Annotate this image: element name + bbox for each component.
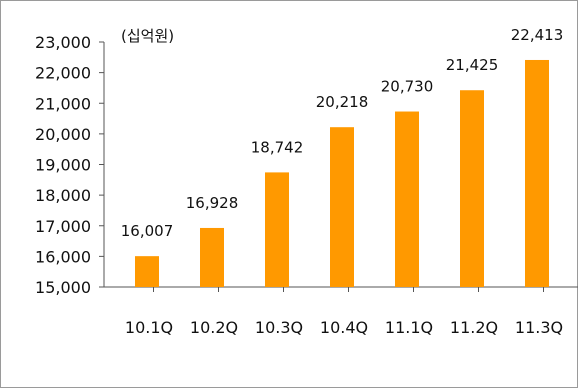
unit-label: (십억원) bbox=[121, 27, 174, 45]
bar-11.1Q bbox=[395, 111, 419, 287]
bar-11.3Q bbox=[525, 59, 549, 288]
y-tick-label: 22,000 bbox=[35, 64, 91, 83]
value-label: 22,413 bbox=[511, 26, 564, 44]
y-tick-label: 19,000 bbox=[35, 156, 91, 175]
category-label: 10.2Q bbox=[190, 318, 238, 337]
value-label: 20,730 bbox=[381, 78, 434, 96]
y-tick-label: 16,000 bbox=[35, 247, 91, 266]
y-tick-label: 18,000 bbox=[35, 186, 91, 205]
value-labels: 16,007 16,928 18,742 20,218 20,730 21,425 22,4… bbox=[121, 26, 564, 240]
category-label: 11.2Q bbox=[450, 318, 498, 337]
bar-10.2Q bbox=[200, 227, 224, 287]
category-label: 11.3Q bbox=[515, 318, 563, 337]
y-tick-label: 23,000 bbox=[35, 33, 91, 52]
category-label: 10.1Q bbox=[125, 318, 173, 337]
category-label: 10.4Q bbox=[320, 318, 368, 337]
category-label: 10.3Q bbox=[255, 318, 303, 337]
y-tick-label: 17,000 bbox=[35, 217, 91, 236]
x-axis bbox=[104, 286, 578, 292]
value-label: 21,425 bbox=[446, 56, 499, 74]
bar-11.2Q bbox=[460, 90, 484, 287]
value-label: 16,928 bbox=[186, 194, 239, 212]
value-label: 18,742 bbox=[251, 138, 304, 156]
category-label: 11.1Q bbox=[385, 318, 433, 337]
bars bbox=[135, 59, 549, 288]
value-label: 16,007 bbox=[121, 222, 174, 240]
bar-10.1Q bbox=[135, 256, 159, 287]
y-tick-label: 21,000 bbox=[35, 94, 91, 113]
category-labels: 10.1Q 10.2Q 10.3Q 10.4Q 11.1Q 11.2Q 11.3Q bbox=[125, 318, 563, 337]
y-tick-label: 20,000 bbox=[35, 125, 91, 144]
y-axis: 15,000 16,000 17,000 18,000 19,000 20,000 21,0… bbox=[35, 33, 105, 297]
bar-10.3Q bbox=[265, 172, 289, 287]
y-tick-label: 15,000 bbox=[35, 278, 91, 297]
value-label: 20,218 bbox=[316, 93, 369, 111]
bar-10.4Q bbox=[330, 127, 354, 287]
